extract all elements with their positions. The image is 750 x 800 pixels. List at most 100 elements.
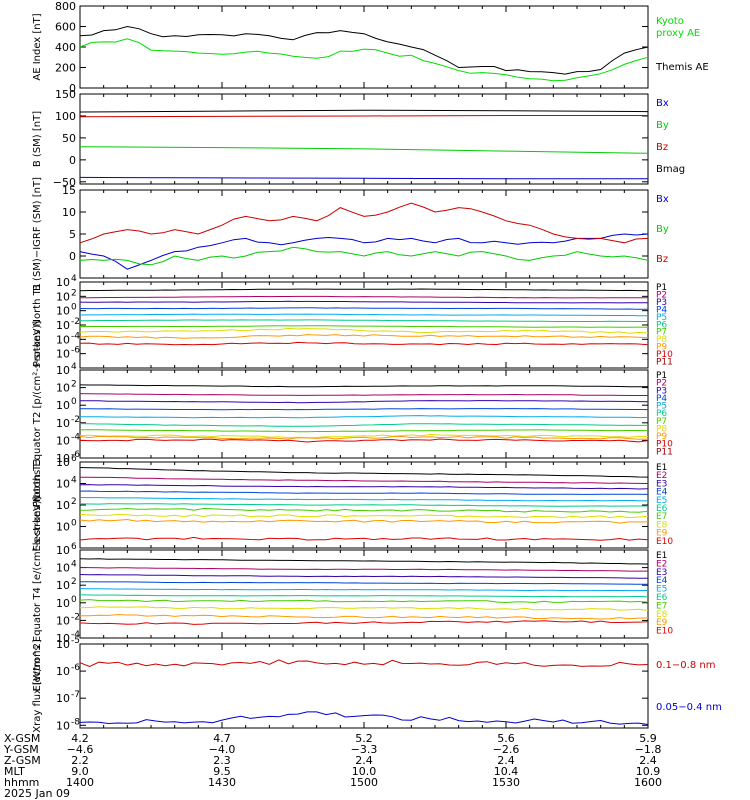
legend-entry: Bx <box>656 98 669 109</box>
legend-entry: proxy AE <box>656 28 700 39</box>
legend-entry: By <box>656 224 669 235</box>
axis-row-value: 5.6 <box>497 732 515 745</box>
y-tick-exponent: -7 <box>71 690 80 700</box>
axis-row-value: 10.4 <box>494 765 519 778</box>
y-tick-label: 10 <box>56 305 70 318</box>
legend-entry: P7 <box>656 417 667 427</box>
axis-row-value: 1530 <box>492 776 520 789</box>
legend-entry: P7 <box>656 328 667 338</box>
y-tick-exponent: -8 <box>71 717 80 727</box>
legend-entry: Bz <box>656 142 668 153</box>
legend-entry: P11 <box>656 358 673 368</box>
axis-row-value: 9.0 <box>71 765 89 778</box>
legend-entry: E4 <box>656 576 668 586</box>
series-line-bz <box>79 202 649 244</box>
y-tick-exponent: 2 <box>71 577 77 587</box>
y-tick-label: 10 <box>56 579 70 592</box>
panel-frame <box>79 189 649 279</box>
series-line-p2 <box>79 393 648 396</box>
y-tick-exponent: -5 <box>71 636 80 646</box>
axis-table: X-GSM 4.2 4.7 5.2 5.6 5.9 Y-GSM −4.6 −4.0 −3.3 −2.… <box>3 732 662 800</box>
legend-entry: E9 <box>656 529 668 539</box>
y-tick-exponent: 2 <box>71 497 77 507</box>
y-axis-label: Protons North T1 <box>32 283 43 367</box>
y-tick-label: 0 <box>69 154 76 167</box>
legend-entry: P2 <box>656 379 667 389</box>
axis-row-value: −1.8 <box>635 743 662 756</box>
y-tick-label: 10 <box>56 364 70 377</box>
y-tick-label: 10 <box>56 434 70 447</box>
series-line-e10 <box>79 536 649 541</box>
series-line-p3 <box>80 400 649 404</box>
y-tick-exponent: -4 <box>71 630 80 640</box>
y-tick-exponent: 6 <box>71 542 77 552</box>
y-axis-label: Protons Equator T2 [p/(cm²-s-sr-keV)] <box>32 321 43 508</box>
series-line-bz <box>79 115 648 118</box>
y-tick-exponent: 0 <box>71 303 77 313</box>
y-tick-exponent: 4 <box>71 476 77 486</box>
series-line-p10 <box>79 438 649 443</box>
legend-entry: Kyoto <box>656 16 684 27</box>
legend-entry: P4 <box>656 305 667 315</box>
y-tick-label: −50 <box>53 176 76 189</box>
legend: Bx By Bz Bmag <box>656 98 685 175</box>
y-tick-label: 10 <box>56 597 70 610</box>
series-line-e3 <box>79 574 649 579</box>
y-tick-label: 10 <box>56 521 70 534</box>
y-tick-label: 10 <box>56 638 70 651</box>
legend-entry: E10 <box>656 627 673 637</box>
y-tick-exponent: 4 <box>71 560 77 570</box>
series-line-p9 <box>79 435 649 440</box>
y-tick-exponent: 2 <box>71 380 77 390</box>
series-line-bx <box>79 176 648 180</box>
legend-entry: Bz <box>656 254 668 265</box>
legend-entry: P10 <box>656 350 673 360</box>
series-line-p1 <box>79 288 649 292</box>
axis-row-value: 1430 <box>208 776 236 789</box>
legend-entry: P8 <box>656 335 667 345</box>
y-tick-label: 10 <box>56 417 70 430</box>
axis-row-value: 2.4 <box>355 754 373 767</box>
axis-row-value: 10.9 <box>636 765 661 778</box>
legend-entry: E2 <box>656 559 667 569</box>
y-axis-label: B (SM) [nT] <box>32 111 43 167</box>
legend-entry: E5 <box>656 496 667 506</box>
y-tick-label: 15 <box>62 184 76 197</box>
axis-row-value: 5.9 <box>639 732 657 745</box>
legend-entry: P6 <box>656 320 667 330</box>
series-line-by <box>79 146 649 154</box>
series-line-e5 <box>79 588 649 592</box>
axis-row-label: X-GSM <box>4 732 40 745</box>
series-line-bmag <box>79 109 649 113</box>
legend-entry: P6 <box>656 409 667 419</box>
legend-entry: P1 <box>656 371 667 381</box>
series-line-p5 <box>79 313 649 317</box>
y-tick-label: 10 <box>56 562 70 575</box>
legend-entry: E8 <box>656 520 668 530</box>
series-line-e8 <box>79 513 649 519</box>
axis-row-value: −2.6 <box>493 743 520 756</box>
legend-entry: E6 <box>656 504 668 514</box>
y-tick-label: 0 <box>69 82 76 95</box>
series-line-p1 <box>79 384 649 388</box>
legend-entry: E9 <box>656 618 668 628</box>
y-tick-exponent: -2 <box>71 612 80 622</box>
series-line-p6 <box>79 423 648 427</box>
y-axis-label: B (SM)−IGRF (SM) [nT] <box>32 177 43 291</box>
date-label: 2025 Jan 09 <box>4 787 70 800</box>
legend-entry: Themis AE <box>655 62 709 73</box>
series-line-p3 <box>79 300 648 304</box>
axis-row-value: 5.2 <box>355 732 373 745</box>
axis-row-value: 2.2 <box>71 754 89 767</box>
y-tick-label: 10 <box>56 333 70 346</box>
y-tick-label: 10 <box>56 692 70 705</box>
series-line-themis-ae <box>79 25 649 75</box>
y-tick-label: 10 <box>56 348 70 361</box>
